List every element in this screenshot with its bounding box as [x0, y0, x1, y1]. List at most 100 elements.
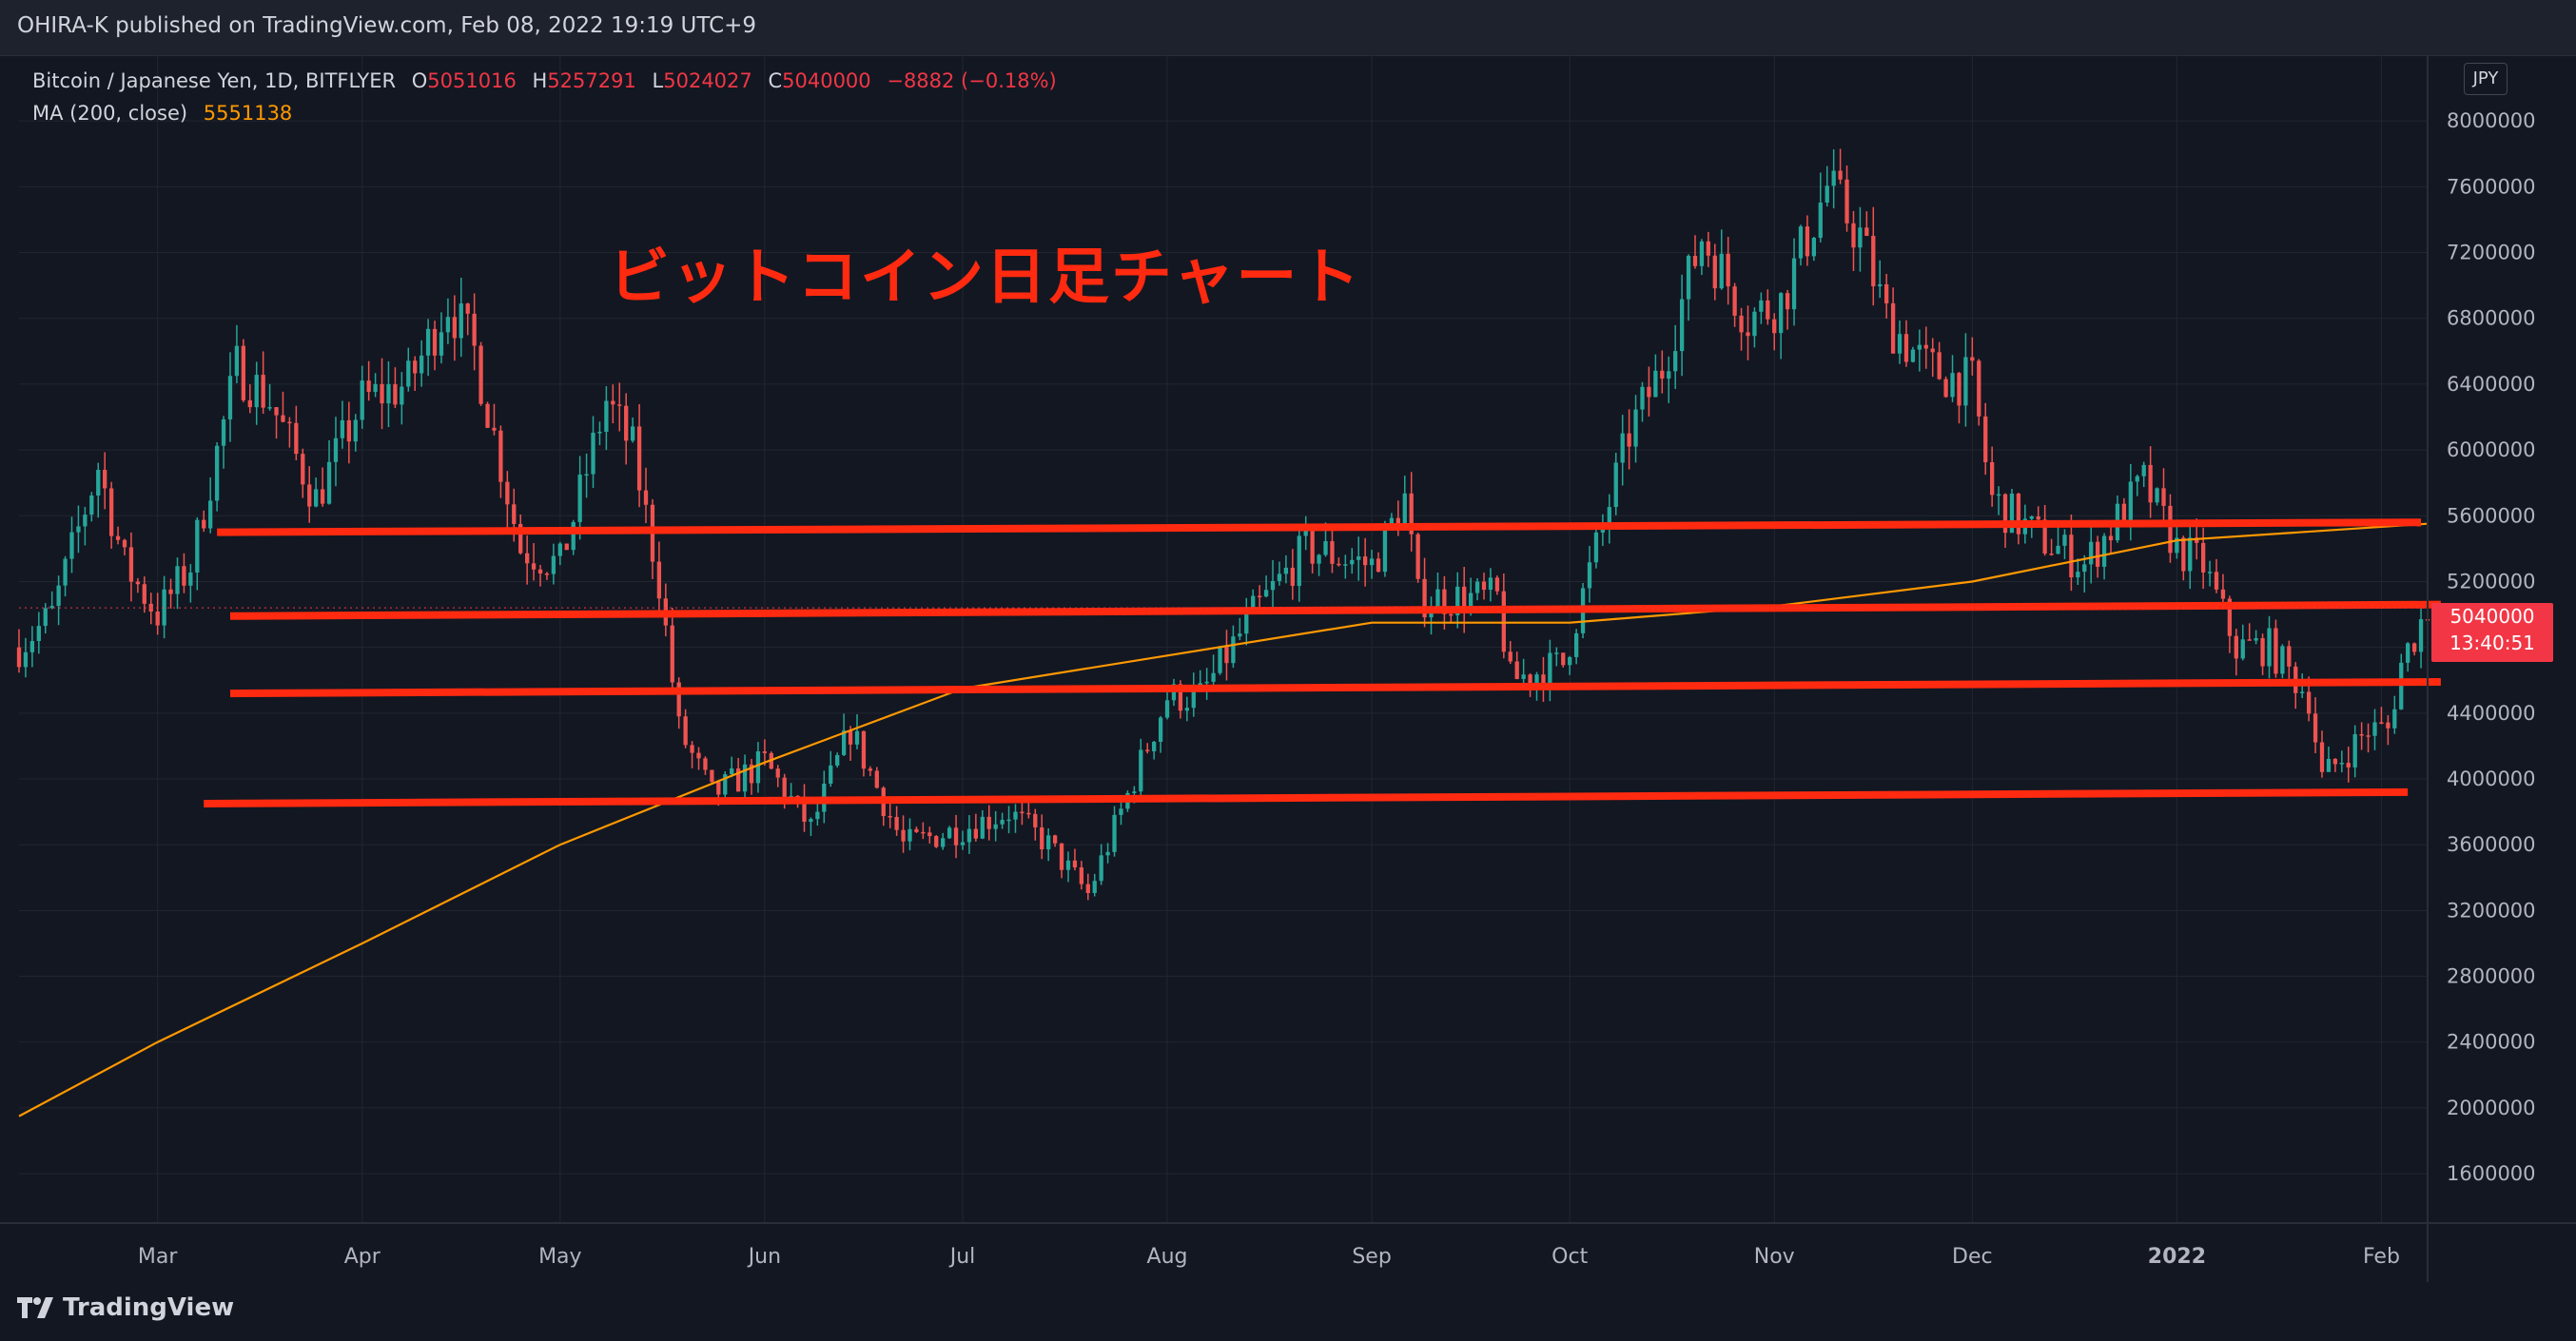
candle-body [934, 836, 939, 847]
legend-open-value: 5051016 [427, 69, 517, 92]
candle-body [762, 751, 768, 753]
candle-body [670, 625, 674, 683]
candle-body [782, 777, 787, 799]
candle-body [749, 764, 754, 784]
candle-body [2274, 628, 2278, 674]
candle-body [2101, 535, 2107, 567]
legend-ma-label[interactable]: MA (200, close) [32, 102, 188, 125]
legend-low-value: 5024027 [663, 69, 752, 92]
candle-body [2326, 758, 2332, 772]
candle-body [459, 303, 463, 339]
candle-body [432, 328, 438, 356]
candle-body [333, 437, 339, 462]
last-price-label: 5040000 13:40:51 [2431, 603, 2553, 662]
candle-body [2300, 691, 2305, 693]
candle-body [485, 403, 490, 428]
candle-body [1884, 283, 1889, 303]
candle-body [2418, 619, 2424, 652]
legend-open-label: O [411, 69, 428, 92]
candle-body [960, 842, 966, 845]
candle-body [1112, 814, 1117, 852]
candle-body [360, 380, 364, 420]
last-price-value: 5040000 [2449, 605, 2535, 628]
legend-symbol[interactable]: Bitcoin / Japanese Yen, 1D, BITFLYER [32, 69, 397, 92]
y-tick-label: 4400000 [2447, 702, 2536, 725]
currency-button[interactable]: JPY [2464, 63, 2508, 95]
candle-body [861, 730, 867, 769]
candle-body [247, 399, 252, 408]
candle-body [1059, 843, 1064, 870]
candle-body [829, 765, 833, 784]
candle-body [636, 426, 642, 491]
candle-body [656, 561, 662, 599]
candle-body [1937, 352, 1942, 379]
candle-body [617, 404, 622, 406]
x-tick-label: Apr [344, 1245, 381, 1269]
candle-body [1072, 860, 1078, 868]
candle-body [1501, 591, 1506, 652]
candle-body [29, 641, 35, 652]
candle-body [1871, 236, 1876, 287]
x-tick-label: Jul [948, 1245, 976, 1269]
candle-body [953, 827, 959, 845]
candle-body [162, 589, 166, 626]
candle-body [1785, 293, 1790, 310]
legend-high-value: 5257291 [547, 69, 636, 92]
candle-body [340, 419, 345, 438]
candle-body [1712, 255, 1717, 289]
candle-body [2406, 643, 2410, 663]
candle-body [2069, 534, 2074, 578]
axes: 1600000 2000000 2400000 2800000 3200000 36000… [0, 55, 2576, 1282]
candle-body [597, 432, 602, 434]
candle-body [366, 380, 371, 393]
candle-body [1415, 534, 1420, 579]
candle-body [2260, 637, 2265, 667]
y-tick-label: 5200000 [2447, 570, 2536, 593]
candle-body [1844, 179, 1849, 224]
candle-body [1897, 334, 1903, 354]
candle-body [1481, 581, 1487, 591]
candle-body [1746, 332, 1750, 337]
candle-body [1640, 386, 1645, 410]
candle-body [2188, 537, 2193, 572]
candle-body [683, 716, 688, 746]
candle-body [287, 421, 292, 424]
candle-body [439, 332, 444, 356]
candle-body [2009, 494, 2015, 534]
candle-body [1534, 674, 1539, 686]
candle-body [874, 770, 879, 788]
legend-change: −8882 (−0.18%) [887, 69, 1057, 92]
candle-body [1158, 717, 1163, 742]
price-chart[interactable]: 1600000 2000000 2400000 2800000 3200000 36000… [0, 55, 2576, 1282]
candle-body [294, 422, 299, 455]
ma-200-line [18, 522, 2429, 1118]
candle-body [1263, 590, 1269, 597]
candle-body [571, 521, 576, 551]
candle-body [1930, 348, 1935, 353]
candle-body [1627, 433, 1631, 447]
candle-body [591, 432, 595, 475]
candle-body [2346, 763, 2351, 768]
x-tick-label: 2022 [2148, 1245, 2206, 1269]
tradingview-logo[interactable]: TradingView [17, 1293, 234, 1322]
candle-body [1244, 612, 1249, 634]
candle-body [96, 470, 101, 496]
candle-body [76, 526, 81, 533]
candle-body [1620, 433, 1625, 463]
candle-body [2029, 515, 2034, 519]
y-tick-label: 3600000 [2447, 833, 2536, 856]
candle-body [307, 484, 312, 507]
chart-annotation-text[interactable]: ビットコイン日足チャート [609, 243, 1362, 313]
candle-body [1382, 523, 1388, 573]
candle-body [2372, 722, 2377, 736]
candle-body [676, 682, 681, 717]
candle-body [723, 774, 728, 795]
chart-area[interactable]: 1600000 2000000 2400000 2800000 3200000 36000… [0, 55, 2576, 1282]
candle-body [2155, 488, 2159, 503]
x-tick-label: Nov [1754, 1245, 1795, 1269]
candle-body [406, 360, 411, 387]
candle-body [1647, 386, 1651, 398]
candle-body [802, 796, 807, 823]
candle-body [188, 572, 193, 586]
grid [19, 55, 2428, 1223]
